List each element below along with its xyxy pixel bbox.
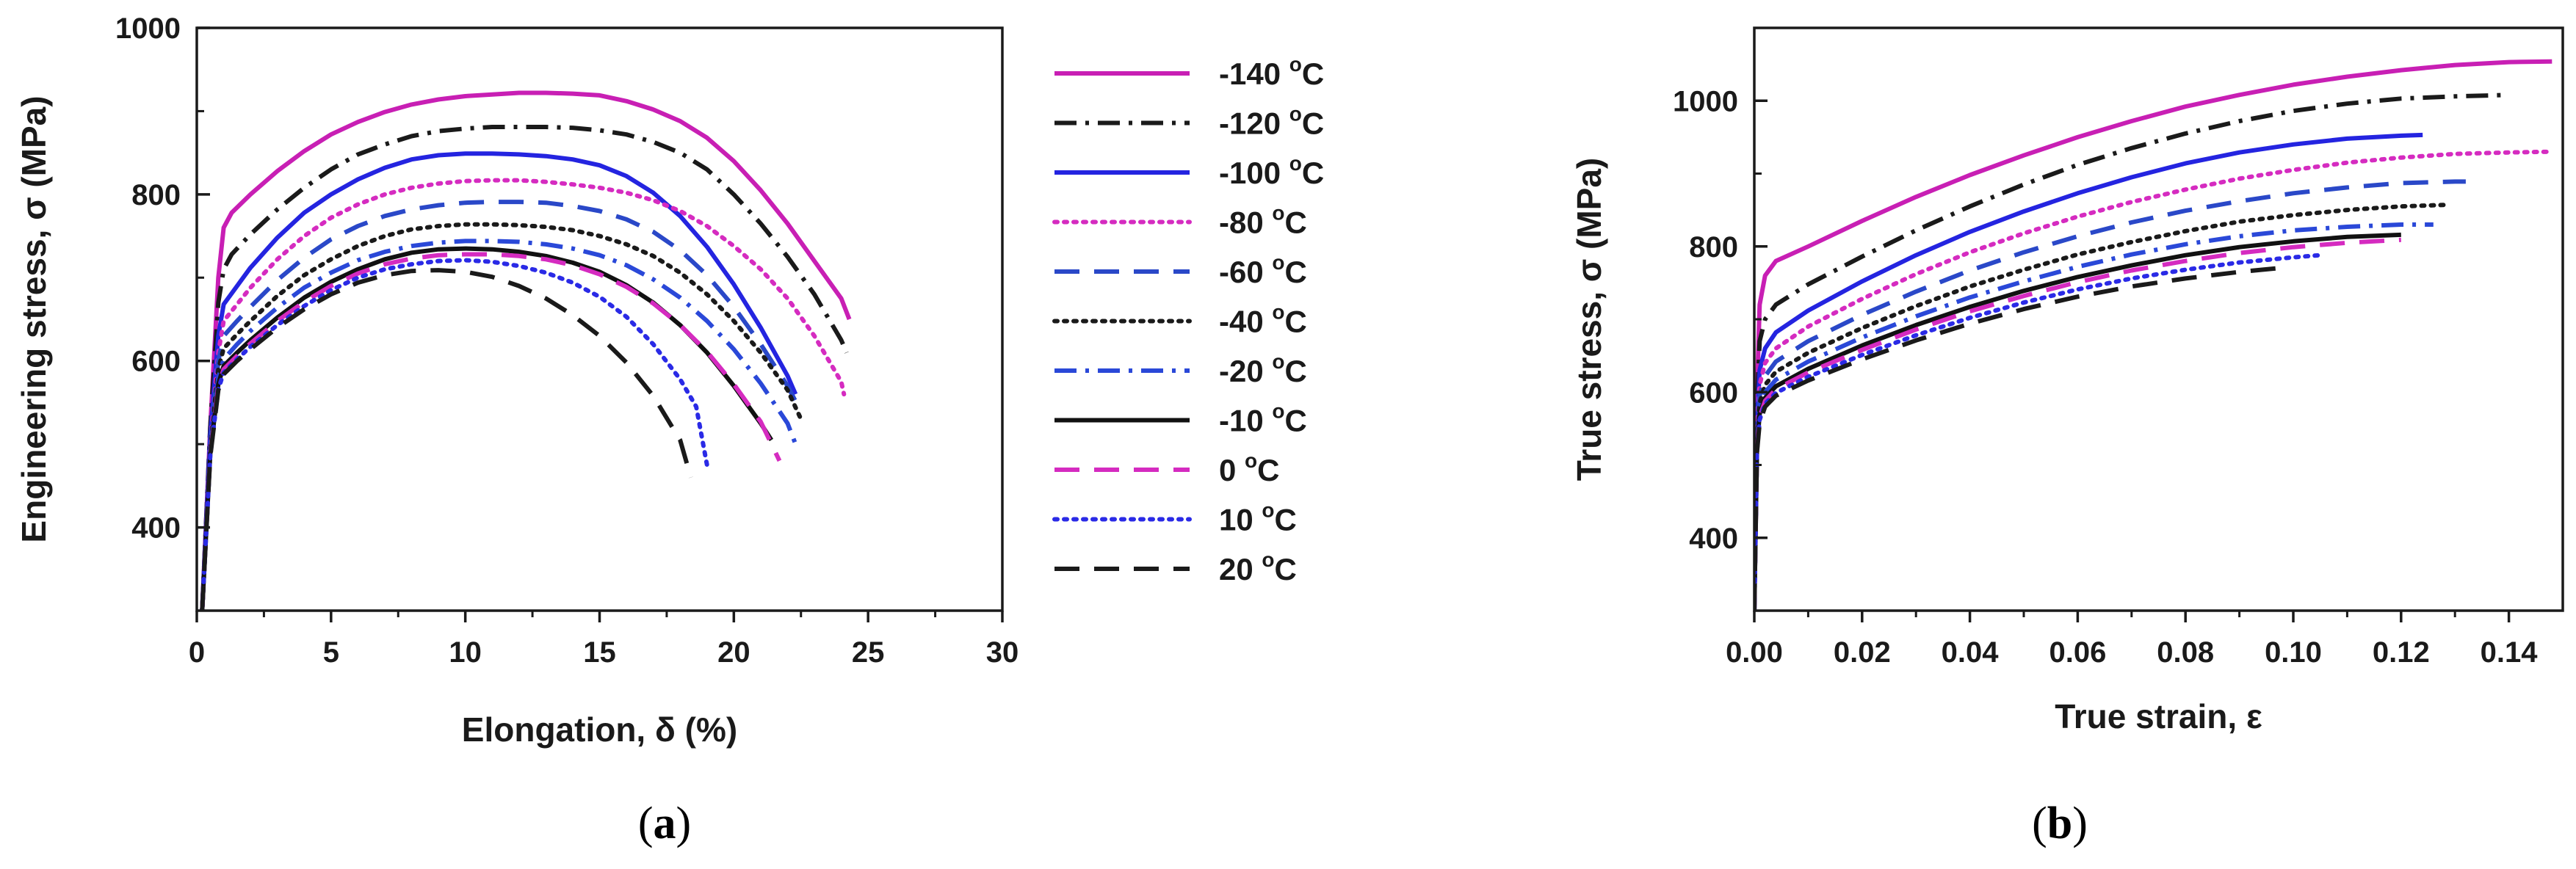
panel-b-chart: 400 600 800 1000 0.00 0.02 0.04 0.06 0.08 0.10 0.1… [1570, 26, 2564, 735]
x-tick-label: 5 [323, 636, 339, 669]
legend: -140 oC -120 oC -100 oC -80 oC -60 oC -40 oC -… [1052, 53, 1324, 586]
x-tick-label: 20 [717, 636, 750, 669]
y-tick-label: 1000 [115, 12, 181, 45]
series-line-0 [1754, 59, 2553, 611]
series-line-10 [1754, 266, 2278, 611]
series-line-4 [200, 200, 800, 611]
x-tick-label: 0.00 [1726, 636, 1783, 669]
panel-a-chart: 400 600 800 1000 0 5 10 15 20 25 30 Elongation, δ (… [15, 12, 1019, 749]
series-line-5 [200, 222, 803, 611]
panel-caption: (a) [638, 799, 691, 848]
legend-label: -100 oC [1219, 152, 1324, 190]
x-tick-label: 0 [189, 636, 205, 669]
y-tick-label: 600 [131, 346, 181, 378]
x-tick-label: 15 [583, 636, 616, 669]
panel-a-caption: (a) [638, 799, 691, 848]
series-line-1 [200, 125, 849, 611]
legend-label: -60 oC [1219, 251, 1307, 289]
legend-label: 0 oC [1219, 449, 1279, 487]
series-line-7 [200, 246, 774, 611]
series-line-5 [1754, 203, 2447, 611]
x-tick-label: 0.12 [2373, 636, 2430, 669]
series-line-9 [1754, 252, 2323, 611]
x-tick-label: 30 [986, 636, 1019, 669]
plot-frame [195, 26, 1004, 612]
series-line-4 [1754, 179, 2466, 611]
x-tick-label: 0.14 [2481, 636, 2539, 669]
series-line-1 [1754, 92, 2509, 611]
y-axis-label: True stress, σ (MPa) [1570, 158, 1608, 481]
series-line-10 [200, 268, 693, 611]
x-tick-label: 0.04 [1942, 636, 2000, 669]
y-tick-label: 400 [131, 512, 181, 545]
series-line-6 [200, 239, 798, 611]
legend-label: -10 oC [1219, 400, 1307, 438]
x-axis-label: Elongation, δ (%) [462, 710, 737, 749]
y-tick-label: 600 [1689, 377, 1738, 409]
series-line-6 [1754, 222, 2434, 611]
legend-label: -20 oC [1219, 350, 1307, 388]
y-axis-label: Engineering stress, σ (MPa) [15, 95, 53, 542]
y-tick-label: 800 [1689, 231, 1738, 263]
x-tick-label: 0.08 [2157, 636, 2214, 669]
y-tick-label: 800 [131, 179, 181, 211]
x-tick-label: 10 [449, 636, 482, 669]
legend-label: -140 oC [1219, 53, 1324, 91]
legend-label: -120 oC [1219, 103, 1324, 141]
series-lines [200, 90, 852, 611]
series-line-3 [200, 178, 847, 611]
x-tick-label: 25 [852, 636, 885, 669]
x-axis-label: True strain, ε [2055, 697, 2262, 735]
series-line-9 [200, 258, 709, 611]
y-tick-label: 400 [1689, 523, 1738, 555]
legend-label: -40 oC [1219, 301, 1307, 339]
series-line-3 [1754, 149, 2555, 611]
x-tick-label: 0.10 [2265, 636, 2322, 669]
series-line-0 [200, 90, 852, 611]
x-tick-label: 0.06 [2049, 636, 2106, 669]
legend-label: 10 oC [1219, 499, 1297, 537]
legend-label: -80 oC [1219, 202, 1307, 240]
series-line-2 [1754, 132, 2423, 611]
series-lines [1754, 59, 2555, 611]
x-tick-label: 0.02 [1834, 636, 1891, 669]
panel-b-caption: (b) [2032, 799, 2088, 848]
series-line-2 [200, 151, 798, 611]
legend-label: 20 oC [1219, 548, 1297, 586]
panel-caption: (b) [2032, 799, 2088, 848]
y-tick-label: 1000 [1673, 85, 1738, 117]
